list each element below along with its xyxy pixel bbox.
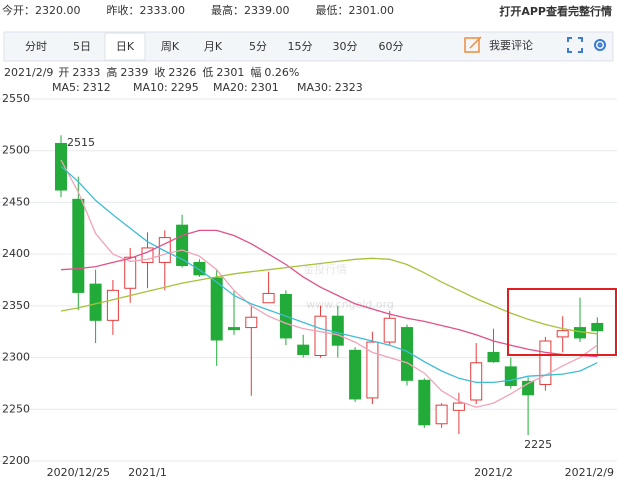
comment-icon bbox=[464, 36, 482, 53]
candle-body bbox=[504, 366, 517, 386]
tab[interactable]: 日K bbox=[116, 40, 135, 53]
x-tick-label: 2021/2 bbox=[474, 466, 513, 479]
quote-value: 2320.00 bbox=[35, 4, 81, 17]
tab[interactable]: 周K bbox=[161, 40, 180, 53]
candle-body bbox=[452, 402, 465, 411]
legend-name: MA5: bbox=[52, 81, 80, 94]
tab[interactable]: 30分 bbox=[333, 40, 358, 53]
y-tick-label: 2300 bbox=[2, 351, 30, 364]
candle-body bbox=[418, 379, 431, 426]
fullscreen-icon[interactable] bbox=[567, 37, 583, 53]
tab[interactable]: 15分 bbox=[288, 40, 313, 53]
info-label: 低 bbox=[202, 66, 213, 79]
candle-body bbox=[210, 277, 223, 341]
quote-value: 2301.00 bbox=[349, 4, 395, 17]
candle-body bbox=[487, 351, 500, 363]
y-tick-label: 2350 bbox=[2, 299, 30, 312]
ma-line bbox=[60, 165, 598, 384]
y-tick-label: 2450 bbox=[2, 195, 30, 208]
candle-body bbox=[349, 349, 362, 400]
y-tick-label: 2250 bbox=[2, 402, 30, 415]
candle-body bbox=[176, 224, 189, 267]
candle-body bbox=[141, 247, 154, 263]
info-value: 2339 bbox=[120, 66, 148, 79]
tab-selected bbox=[104, 32, 146, 61]
tab[interactable]: 60分 bbox=[379, 40, 404, 53]
ma-line bbox=[60, 159, 598, 408]
watermark-title: 金投行情 bbox=[303, 262, 347, 276]
info-value: 2333 bbox=[72, 66, 100, 79]
candle-body bbox=[366, 341, 379, 399]
info-date: 2021/2/9 bbox=[4, 66, 53, 79]
tab[interactable]: 月K bbox=[204, 40, 223, 53]
candle-body bbox=[297, 344, 310, 355]
tab[interactable]: 分时 bbox=[25, 40, 47, 53]
candle-body bbox=[262, 292, 275, 304]
quote-value: 2333.00 bbox=[140, 4, 186, 17]
candle-body bbox=[383, 317, 396, 343]
legend-value: 2301 bbox=[251, 81, 279, 94]
max-annotation: 2515 bbox=[67, 136, 95, 149]
info-label: 幅 bbox=[250, 66, 261, 79]
candle-body bbox=[591, 322, 604, 332]
candle-body bbox=[245, 316, 258, 329]
tab[interactable]: 5日 bbox=[73, 40, 91, 53]
min-annotation: 2225 bbox=[524, 438, 552, 451]
watermark-url: www.cngold.org bbox=[306, 298, 394, 311]
app-link[interactable]: 打开APP查看完整行情 bbox=[499, 4, 612, 18]
info-value: 2326 bbox=[168, 66, 196, 79]
candle-body bbox=[158, 237, 171, 263]
quote-label: 最高： bbox=[211, 3, 244, 17]
info-label: 高 bbox=[106, 65, 117, 79]
y-tick-label: 2500 bbox=[2, 144, 30, 157]
y-tick-label: 2550 bbox=[2, 92, 30, 105]
quote-label: 今开： bbox=[2, 3, 35, 17]
candle-body bbox=[314, 315, 327, 357]
legend-value: 2323 bbox=[335, 81, 363, 94]
candle-body bbox=[193, 261, 206, 276]
x-tick-label: 2021/2/9 bbox=[565, 466, 614, 479]
quote-label: 最低： bbox=[316, 4, 349, 17]
info-value: 2301 bbox=[216, 66, 244, 79]
info-value: 0.26% bbox=[264, 66, 299, 79]
y-tick-label: 2400 bbox=[2, 247, 30, 260]
candle-body bbox=[106, 289, 119, 321]
legend-name: MA20: bbox=[213, 81, 248, 94]
candle-body bbox=[124, 256, 137, 289]
comment-link[interactable]: 我要评论 bbox=[489, 38, 533, 52]
candle-body bbox=[435, 404, 448, 425]
legend-name: MA10: bbox=[133, 81, 168, 94]
tab[interactable]: 5分 bbox=[249, 40, 267, 53]
candle-body bbox=[331, 315, 344, 346]
candle-body bbox=[228, 327, 240, 331]
y-tick-label: 2200 bbox=[2, 454, 30, 467]
candle-body bbox=[539, 340, 552, 385]
legend-name: MA30: bbox=[297, 81, 332, 94]
highlight-box bbox=[507, 288, 617, 356]
quote-label: 昨收： bbox=[107, 3, 140, 17]
candle-body bbox=[522, 380, 535, 396]
quote-value: 2339.00 bbox=[244, 4, 290, 17]
candle-body bbox=[556, 330, 569, 338]
legend-value: 2295 bbox=[171, 81, 199, 94]
legend-value: 2312 bbox=[83, 81, 111, 94]
settings-icon[interactable] bbox=[594, 39, 606, 51]
info-label: 开 bbox=[58, 66, 69, 79]
candle-body bbox=[72, 198, 85, 293]
x-tick-label: 2020/12/25 bbox=[47, 466, 110, 479]
info-label: 收 bbox=[154, 65, 165, 79]
x-tick-label: 2021/1 bbox=[128, 466, 167, 479]
